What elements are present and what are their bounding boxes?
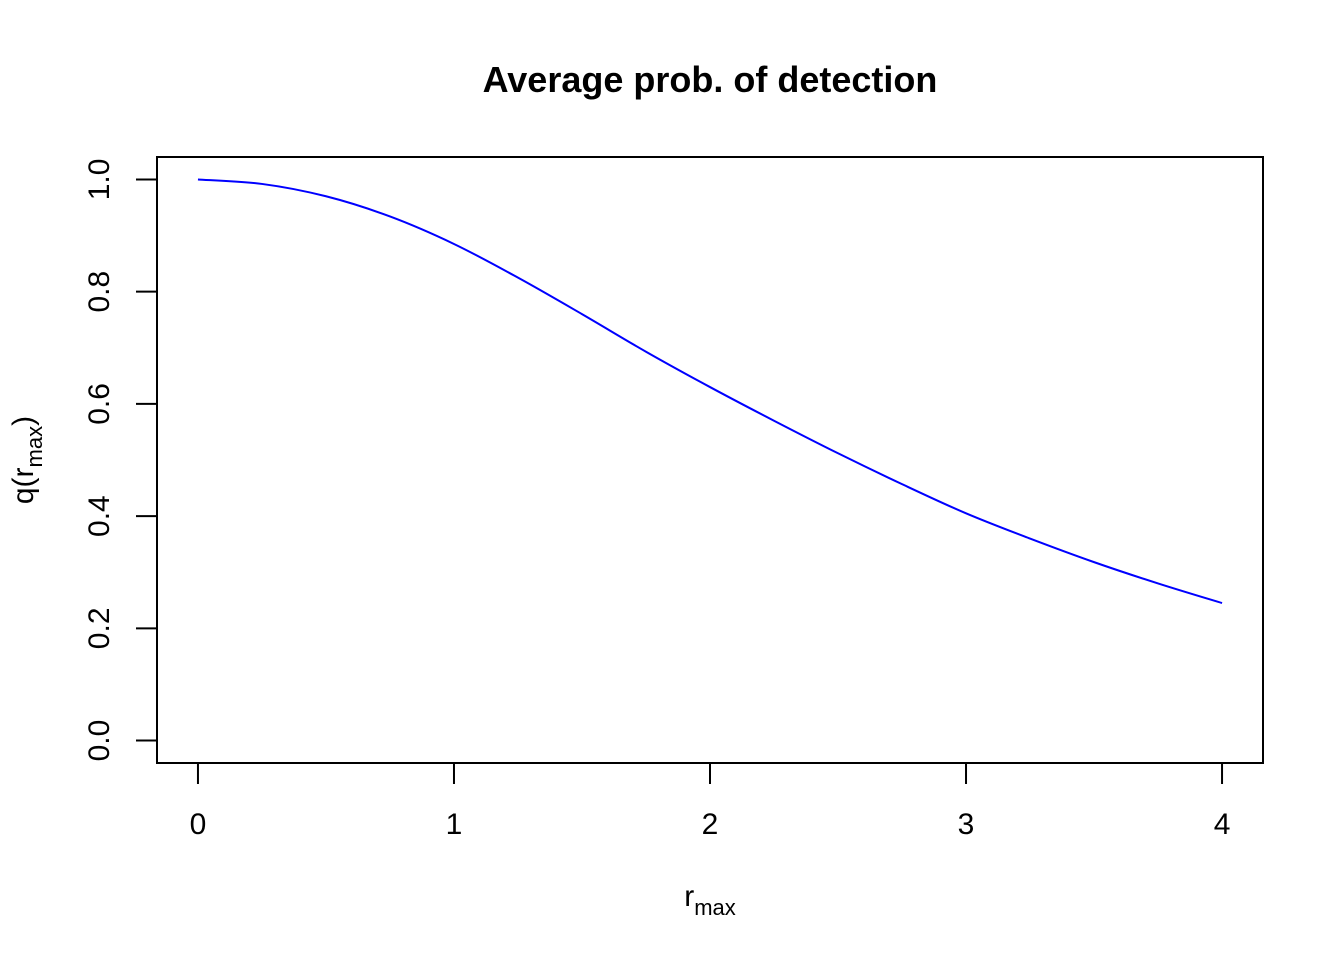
- chart-title: Average prob. of detection: [483, 59, 938, 100]
- y-tick-label: 0.4: [83, 495, 116, 537]
- y-tick-label: 0.0: [83, 720, 116, 762]
- x-tick-label: 1: [446, 808, 463, 841]
- y-axis-title-suffix: ): [7, 416, 40, 426]
- y-axis-title-base: r: [7, 467, 40, 477]
- y-tick-label: 0.6: [83, 383, 116, 425]
- x-axis-title-base: r: [684, 880, 694, 913]
- x-axis: 0 1 2 3 4: [190, 762, 1231, 841]
- y-axis-title-subscript: max: [22, 426, 47, 468]
- y-axis-title-prefix: q(: [7, 477, 40, 504]
- series-layer: [197, 178, 1223, 605]
- y-tick-label: 0.2: [83, 607, 116, 649]
- x-axis-title: rmax: [684, 880, 736, 920]
- y-axis: 0.0 0.2 0.4 0.6 0.8 1.0: [83, 159, 158, 762]
- x-axis-title-subscript: max: [694, 895, 736, 920]
- x-tick-label: 4: [1214, 808, 1231, 841]
- y-tick-label: 0.8: [83, 271, 116, 313]
- y-axis-title: q(rmax): [7, 416, 47, 504]
- y-tick-label: 1.0: [83, 159, 116, 201]
- x-tick-label: 0: [190, 808, 207, 841]
- x-tick-label: 2: [702, 808, 719, 841]
- series-line: [197, 178, 1223, 605]
- x-tick-label: 3: [958, 808, 975, 841]
- plot-frame: [156, 156, 1264, 764]
